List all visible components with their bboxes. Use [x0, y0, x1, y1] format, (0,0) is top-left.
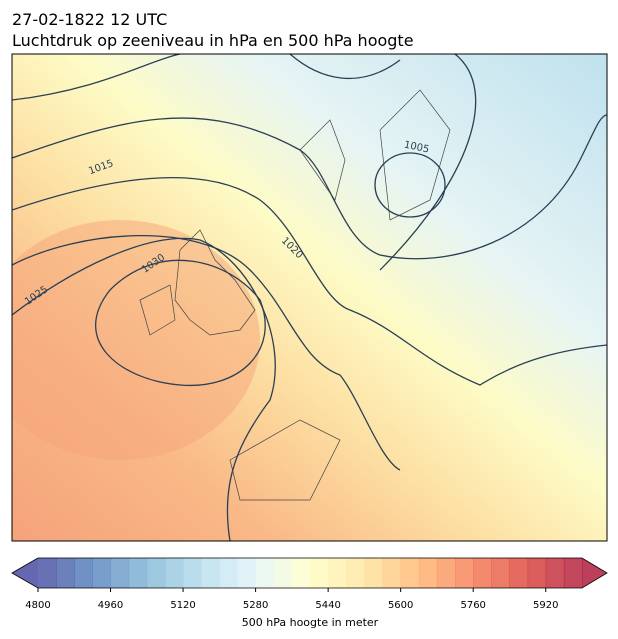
isobar [374, 152, 446, 218]
colorbar-tick-label: 5920 [533, 600, 558, 611]
colorbar-tick-label: 4800 [25, 600, 50, 611]
coastline [139, 89, 451, 501]
colorbar-cell [201, 558, 220, 588]
map-frame [11, 53, 608, 542]
colorbar-cell [364, 558, 384, 588]
isobar [12, 234, 401, 471]
colorbar-cell [382, 558, 402, 588]
colorbar-cell [146, 558, 166, 588]
colorbar-cell [164, 558, 184, 588]
colorbar-tick-label: 5280 [243, 600, 268, 611]
colorbar-cell [328, 558, 347, 588]
colorbar-cell [509, 558, 529, 588]
colorbar-cell [545, 558, 565, 588]
colorbar-cell [56, 558, 75, 588]
isobar [379, 54, 477, 271]
isobar [95, 259, 266, 387]
colorbar-cell [255, 558, 275, 588]
colorbar-cell [400, 558, 420, 588]
colorbar-cell [310, 558, 329, 588]
colorbar-cell [183, 558, 202, 588]
colorbar-cell [38, 558, 57, 588]
colorbar-tick-label: 4960 [98, 600, 123, 611]
colorbar-cell [527, 558, 547, 588]
colorbar-cell [291, 558, 311, 588]
colorbar-cell [110, 558, 130, 588]
colorbar-cell [92, 558, 112, 588]
colorbar-tick-label: 5440 [315, 600, 340, 611]
isobar-label: 1005 [403, 140, 430, 156]
colorbar-cell [219, 558, 238, 588]
colorbar-tick-label: 5600 [388, 600, 413, 611]
colorbar: 4800 4960 5120 5280 5440 5600 5760 5920 500 hPa … [11, 557, 608, 629]
colorbar-tick-label: 5120 [170, 600, 195, 611]
map-date: 27-02-1822 12 UTC [12, 10, 167, 29]
colorbar-extend-high [582, 558, 607, 588]
colorbar-label: 500 hPa hoogte in meter [242, 616, 379, 629]
colorbar-cell [74, 558, 93, 588]
isobar [12, 176, 607, 386]
colorbar-cell [436, 558, 456, 588]
colorbar-cell [273, 558, 293, 588]
map-title: Luchtdruk op zeeniveau in hPa en 500 hPa… [12, 31, 414, 50]
isobar [12, 54, 181, 101]
map: 1005 1015 1020 1025 1030 [12, 54, 607, 541]
colorbar-cell [346, 558, 365, 588]
colorbar-cell [491, 558, 510, 588]
colorbar-outline [11, 557, 608, 589]
colorbar-tick-label: 5760 [460, 600, 485, 611]
colorbar-cell [128, 558, 148, 588]
colorbar-cell [563, 558, 583, 588]
colorbar-cell [237, 558, 257, 588]
isobar [12, 114, 607, 260]
colorbar-extend-low [12, 558, 38, 588]
colorbar-cell [455, 558, 474, 588]
isobar [289, 54, 401, 80]
height-band [12, 220, 260, 460]
colorbar-cell [473, 558, 492, 588]
colorbar-cell [418, 558, 438, 588]
